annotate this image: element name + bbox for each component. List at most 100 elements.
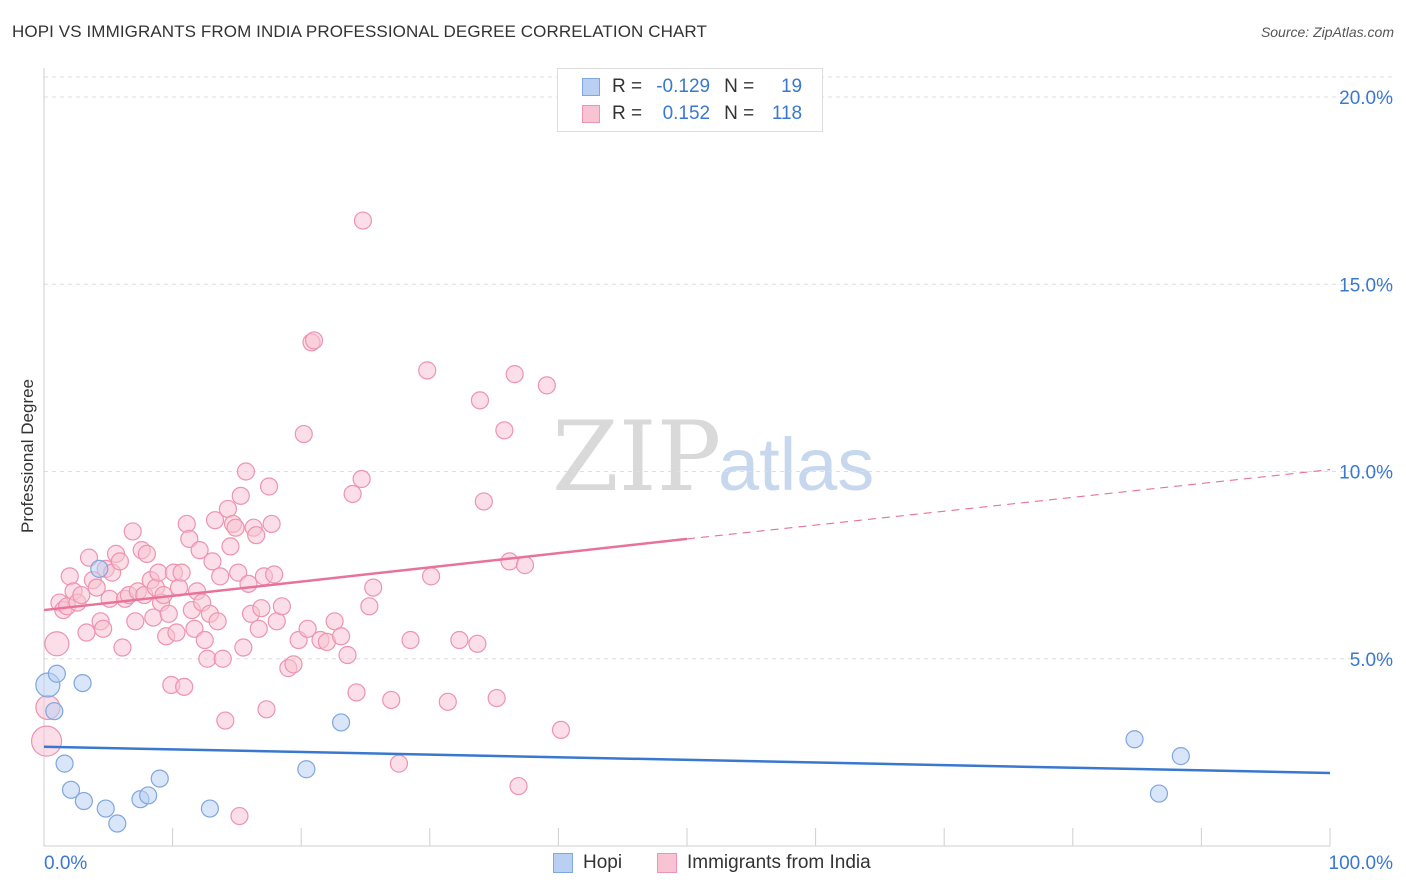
india-r-value: 0.152 — [662, 103, 711, 124]
india-point — [198, 649, 217, 668]
india-point — [211, 567, 230, 586]
india-point — [474, 492, 493, 511]
india-point — [468, 634, 487, 653]
india-point — [360, 597, 379, 616]
hopi-legend-label: Hopi — [583, 852, 623, 873]
india-point — [167, 623, 186, 642]
india-points — [30, 211, 571, 826]
india-point — [94, 619, 113, 638]
hopi-point — [96, 799, 115, 818]
india-legend-swatch — [657, 853, 677, 873]
hopi-points — [35, 559, 1190, 833]
india-point — [418, 361, 437, 380]
correlation-legend: R = -0.129 N = 19 R = 0.152 N = 118 — [557, 68, 823, 132]
legend-row-india: R = 0.152 N = 118 — [582, 102, 802, 126]
india-point — [364, 578, 383, 597]
india-point — [331, 627, 351, 646]
hopi-point — [1171, 747, 1190, 766]
india-point — [249, 619, 268, 638]
india-point — [352, 469, 371, 489]
india-point — [438, 692, 457, 711]
y-tick-label: 20.0% — [1339, 88, 1393, 109]
hopi-point — [74, 791, 93, 811]
trend-lines — [43, 469, 1331, 775]
hopi-r-value: -0.129 — [656, 76, 711, 97]
y-tick-label: 15.0% — [1339, 275, 1393, 296]
watermark-zip: ZIP — [552, 401, 721, 513]
india-n-value: 118 — [771, 103, 803, 124]
y-tick-label: 5.0% — [1350, 650, 1393, 671]
india-point — [470, 391, 490, 410]
india-point — [537, 376, 556, 395]
india-point — [79, 548, 99, 567]
hopi-point — [200, 799, 219, 818]
india-trend-extension — [686, 469, 1331, 540]
india-point — [515, 556, 535, 575]
india-point — [284, 655, 303, 674]
india-point — [195, 630, 214, 650]
india-point — [347, 683, 366, 702]
legend-item-india[interactable]: Immigrants from India — [657, 852, 871, 874]
india-point — [382, 690, 401, 710]
india-point — [137, 544, 156, 563]
hopi-point — [297, 760, 316, 779]
india-point — [239, 574, 258, 593]
india-point — [262, 514, 281, 534]
india-point — [487, 688, 506, 708]
india-point — [247, 526, 266, 545]
india-point — [551, 720, 571, 740]
india-point — [257, 700, 276, 719]
india-point — [216, 711, 235, 730]
india-point — [205, 511, 225, 530]
india-point — [110, 552, 129, 571]
india-point — [159, 604, 178, 623]
hopi-swatch — [582, 78, 600, 96]
india-point — [343, 484, 362, 504]
india-point — [294, 424, 313, 444]
hopi-point — [139, 786, 158, 805]
india-point — [177, 514, 196, 534]
india-point — [60, 567, 79, 586]
india-point — [172, 563, 191, 582]
india-point — [252, 599, 271, 618]
hopi-point — [61, 780, 81, 799]
india-point — [221, 537, 240, 556]
india-point — [230, 806, 249, 826]
india-point — [87, 578, 106, 597]
india-point — [123, 522, 142, 541]
india-point — [203, 552, 222, 571]
india-point — [495, 421, 514, 440]
hopi-point — [1149, 784, 1169, 803]
hopi-n-label: N = — [724, 76, 755, 97]
x-tick-label-min: 0.0% — [44, 853, 87, 874]
hopi-point — [108, 814, 127, 833]
india-legend-label: Immigrants from India — [687, 852, 871, 873]
hopi-point — [45, 702, 64, 721]
india-point — [144, 608, 163, 627]
hopi-point — [47, 664, 66, 683]
hopi-point — [90, 559, 109, 578]
india-point — [72, 585, 91, 605]
india-point — [500, 552, 519, 571]
india-point — [77, 623, 96, 642]
india-point — [505, 365, 524, 384]
india-point — [229, 563, 248, 582]
hopi-point — [55, 754, 74, 773]
india-point — [509, 776, 528, 796]
india-point — [126, 612, 145, 631]
india-point — [190, 541, 209, 560]
axes — [43, 68, 1331, 847]
india-point — [353, 211, 373, 230]
india-point — [231, 486, 250, 505]
india-point — [213, 649, 232, 668]
india-point — [208, 612, 227, 631]
india-swatch — [582, 105, 600, 123]
india-point — [298, 619, 317, 638]
india-point — [338, 645, 357, 665]
hopi-trend-line — [43, 745, 1331, 775]
india-point — [149, 563, 168, 582]
india-point — [30, 725, 63, 757]
india-point — [185, 619, 204, 638]
legend-item-hopi[interactable]: Hopi — [553, 852, 622, 874]
tick-labels: 5.0% 10.0% 15.0% 20.0% 0.0% 100.0% — [44, 88, 1393, 874]
